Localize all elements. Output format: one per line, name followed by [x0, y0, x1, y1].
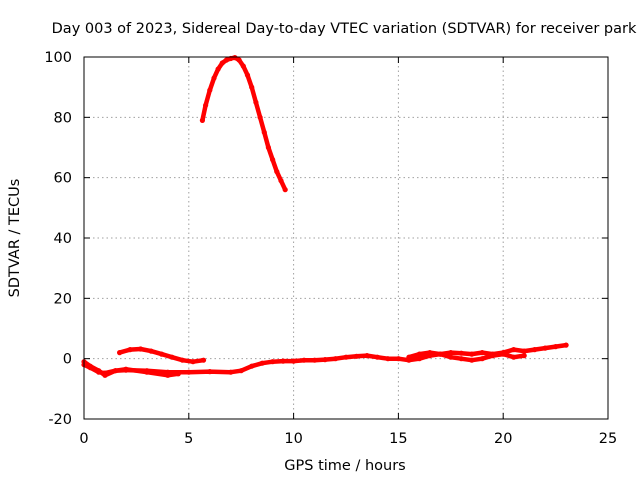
- data-point: [312, 357, 318, 363]
- data-point: [102, 372, 108, 378]
- data-point: [385, 356, 391, 362]
- data-point: [395, 356, 401, 362]
- y-tick-label: 0: [63, 352, 72, 368]
- data-point: [96, 368, 102, 374]
- data-point: [257, 114, 263, 120]
- data-point: [223, 57, 230, 63]
- data-point: [159, 351, 165, 357]
- data-point: [406, 354, 412, 360]
- data-point: [458, 350, 464, 356]
- data-point: [165, 372, 171, 378]
- data-point: [563, 342, 569, 348]
- data-point: [127, 347, 133, 353]
- data-point: [500, 351, 506, 357]
- data-series: [81, 55, 569, 378]
- data-point: [144, 369, 150, 375]
- data-point: [416, 351, 422, 357]
- data-point: [148, 348, 154, 354]
- x-tick-label: 20: [494, 431, 512, 447]
- data-point: [448, 350, 454, 356]
- data-point: [332, 356, 339, 362]
- data-point: [278, 178, 284, 184]
- data-point: [228, 369, 234, 375]
- x-tick-label: 15: [389, 431, 407, 447]
- data-point: [175, 371, 181, 377]
- data-point: [532, 347, 538, 353]
- data-point: [469, 351, 475, 357]
- y-tick-label: 60: [54, 171, 72, 187]
- data-point: [211, 75, 217, 81]
- data-point: [253, 99, 259, 105]
- data-point: [186, 369, 192, 375]
- data-point: [265, 144, 271, 151]
- data-point: [236, 57, 242, 63]
- data-point: [138, 346, 144, 352]
- data-point: [521, 348, 527, 354]
- data-point: [416, 356, 422, 362]
- axis-ticks: 0 5 10 15 20 25 -20 0 20 40 60 80 100: [44, 50, 617, 447]
- data-point: [219, 60, 225, 66]
- data-point: [240, 63, 246, 69]
- x-tick-label: 10: [284, 431, 302, 447]
- data-point: [232, 55, 238, 61]
- data-point: [511, 347, 517, 353]
- grid: [84, 57, 608, 419]
- data-point: [190, 359, 196, 365]
- data-point: [169, 354, 175, 360]
- y-tick-label: -20: [48, 412, 72, 428]
- data-point: [207, 369, 213, 375]
- y-tick-label: 80: [54, 110, 72, 126]
- data-point: [448, 354, 454, 360]
- x-tick-label: 0: [79, 431, 88, 447]
- data-point: [427, 350, 433, 356]
- chart-title: Day 003 of 2023, Sidereal Day-to-day VTE…: [52, 21, 637, 37]
- data-point: [291, 358, 297, 364]
- data-point: [238, 368, 244, 374]
- data-point: [87, 363, 93, 369]
- data-point: [469, 357, 475, 363]
- data-point: [199, 117, 205, 123]
- data-point: [437, 351, 443, 357]
- data-point: [207, 87, 213, 93]
- data-point: [112, 368, 118, 374]
- data-point: [301, 357, 307, 363]
- data-point: [280, 358, 286, 364]
- data-point: [203, 102, 209, 108]
- data-point: [553, 344, 559, 350]
- data-point: [270, 359, 276, 365]
- data-point: [249, 84, 255, 90]
- data-point: [244, 72, 251, 78]
- data-point: [282, 187, 288, 193]
- data-point: [274, 169, 280, 175]
- data-point: [259, 360, 265, 366]
- data-point: [117, 350, 123, 356]
- data-point: [215, 66, 221, 72]
- data-point: [179, 357, 186, 363]
- data-point: [364, 353, 370, 359]
- data-point: [479, 350, 485, 356]
- data-point: [542, 345, 548, 351]
- data-point: [123, 366, 129, 372]
- y-axis-label: SDTVAR / TECUs: [7, 179, 23, 298]
- data-point: [479, 356, 485, 362]
- data-point: [521, 353, 527, 359]
- data-point: [511, 354, 517, 360]
- x-axis-label: GPS time / hours: [284, 458, 405, 474]
- y-tick-label: 20: [54, 291, 72, 307]
- data-point: [270, 157, 276, 163]
- y-tick-label: 40: [54, 231, 72, 247]
- data-point: [353, 353, 360, 359]
- data-point: [343, 354, 349, 360]
- data-point: [458, 356, 464, 362]
- x-tick-label: 5: [184, 431, 193, 447]
- x-tick-label: 25: [599, 431, 617, 447]
- data-point: [249, 363, 255, 369]
- data-point: [200, 357, 207, 363]
- data-point: [374, 354, 380, 360]
- data-point: [490, 353, 496, 359]
- y-tick-label: 100: [44, 50, 72, 66]
- data-point: [322, 357, 328, 363]
- data-point: [261, 129, 267, 135]
